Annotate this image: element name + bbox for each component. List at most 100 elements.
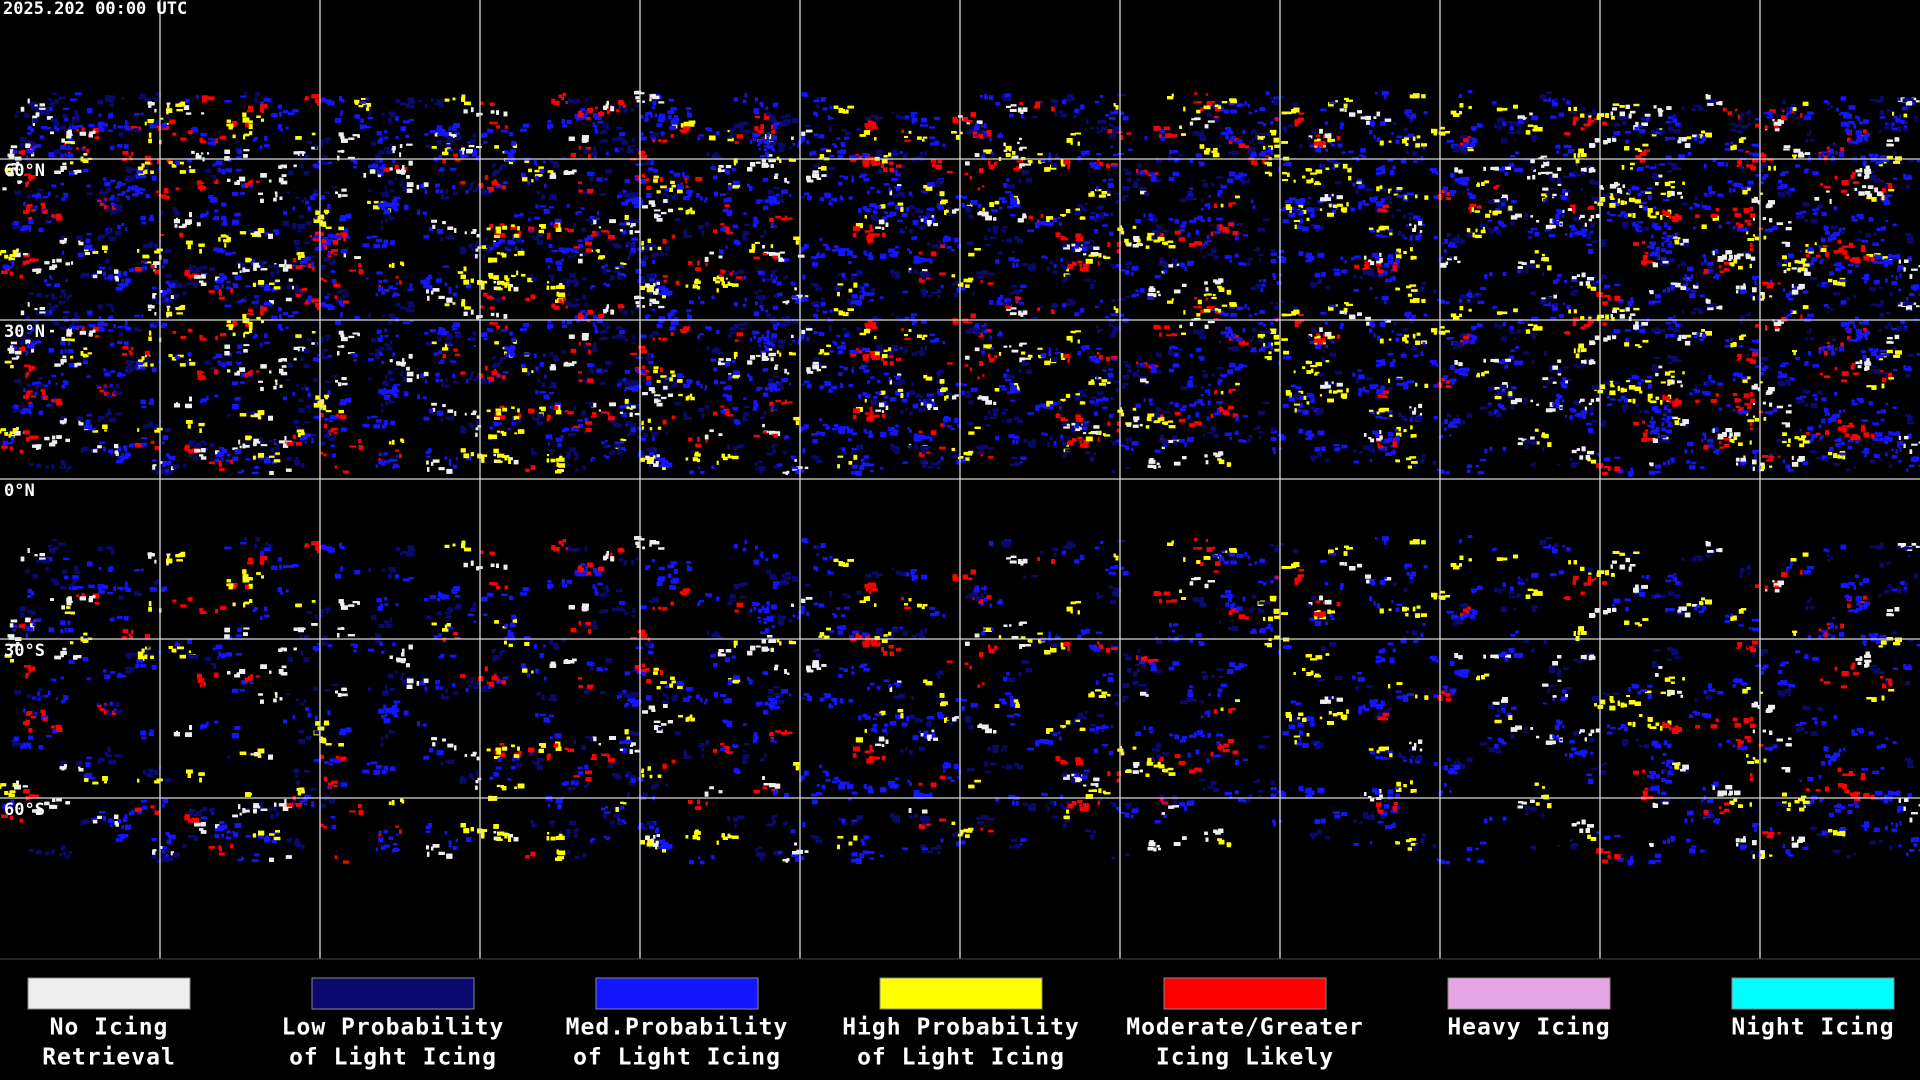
icing-pixel xyxy=(727,270,730,276)
icing-pixel xyxy=(1089,126,1095,129)
icing-pixel xyxy=(1477,205,1482,209)
icing-pixel xyxy=(651,243,655,248)
icing-pixel xyxy=(200,132,208,137)
icing-pixel xyxy=(1910,285,1914,290)
icing-pixel xyxy=(685,180,688,184)
icing-pixel xyxy=(1519,118,1526,122)
icing-pixel xyxy=(1740,124,1748,129)
icing-pixel xyxy=(380,219,384,224)
icing-pixel xyxy=(1681,202,1688,206)
icing-pixel xyxy=(28,292,34,295)
icing-pixel xyxy=(1420,155,1424,161)
icing-pixel xyxy=(858,284,862,289)
icing-pixel xyxy=(1555,214,1560,219)
icing-pixel xyxy=(423,234,430,239)
icing-pixel xyxy=(1335,206,1338,210)
icing-pixel xyxy=(674,217,681,222)
icing-pixel xyxy=(1575,163,1578,166)
icing-pixel xyxy=(1593,181,1601,185)
icing-pixel xyxy=(1407,133,1414,138)
icing-pixel xyxy=(1517,115,1522,119)
icing-pixel xyxy=(807,195,812,201)
icing-pixel xyxy=(953,292,958,298)
icing-pixel xyxy=(1879,116,1886,119)
icing-pixel xyxy=(313,238,320,241)
icing-pixel xyxy=(1820,247,1827,253)
icing-pixel xyxy=(117,224,121,230)
icing-pixel xyxy=(1630,167,1633,170)
icing-pixel xyxy=(1735,108,1738,112)
icing-pixel xyxy=(365,277,369,280)
icing-pixel xyxy=(870,288,876,293)
icing-pixel xyxy=(708,135,716,141)
icing-pixel xyxy=(669,170,674,174)
icing-pixel xyxy=(314,246,321,251)
icing-pixel xyxy=(1422,146,1426,150)
icing-pixel xyxy=(1207,240,1212,243)
icing-pixel xyxy=(1286,172,1290,177)
icing-pixel xyxy=(660,131,665,136)
icing-pixel xyxy=(121,97,125,100)
icing-pixel xyxy=(225,252,232,256)
icing-pixel xyxy=(566,204,570,208)
icing-pixel xyxy=(723,270,727,273)
icing-pixel xyxy=(1334,181,1342,185)
icing-pixel xyxy=(1855,238,1862,242)
icing-pixel xyxy=(1255,132,1259,136)
icing-pixel xyxy=(1392,214,1395,219)
icing-pixel xyxy=(940,284,944,289)
icing-pixel xyxy=(673,172,681,177)
icing-pixel xyxy=(31,105,37,111)
icing-pixel xyxy=(1517,269,1521,274)
icing-pixel xyxy=(839,196,844,201)
icing-pixel xyxy=(1634,199,1641,204)
icing-pixel xyxy=(1682,277,1688,281)
icing-pixel xyxy=(162,258,168,264)
icing-pixel xyxy=(644,117,649,122)
icing-pixel xyxy=(362,124,367,129)
icing-pixel xyxy=(1469,208,1472,214)
icing-pixel xyxy=(1783,148,1790,151)
icing-pixel xyxy=(162,298,166,303)
icing-pixel xyxy=(1587,206,1595,210)
icing-pixel xyxy=(1496,117,1502,123)
icing-pixel xyxy=(1528,236,1532,239)
icing-pixel xyxy=(760,124,764,130)
icing-pixel xyxy=(1562,209,1565,213)
icing-pixel xyxy=(683,175,690,179)
icing-pixel xyxy=(505,278,510,282)
icing-pixel xyxy=(1604,239,1607,242)
icing-pixel xyxy=(1571,276,1577,280)
icing-pixel xyxy=(46,283,51,287)
icing-pixel xyxy=(1785,293,1791,298)
icing-pixel xyxy=(1589,179,1595,184)
icing-pixel xyxy=(1348,175,1352,181)
icing-pixel xyxy=(1899,115,1902,118)
icing-pixel xyxy=(148,195,151,198)
icing-pixel xyxy=(442,265,449,268)
icing-pixel xyxy=(1895,118,1901,123)
icing-pixel xyxy=(662,275,668,278)
icing-pixel xyxy=(1814,242,1817,246)
icing-pixel xyxy=(1548,233,1556,238)
icing-pixel xyxy=(937,160,942,164)
icing-pixel xyxy=(67,138,73,141)
icing-pixel xyxy=(1012,151,1016,155)
icing-pixel xyxy=(1759,153,1767,158)
icing-pixel xyxy=(1513,121,1520,125)
icing-pixel xyxy=(1333,162,1341,166)
icing-pixel xyxy=(1421,143,1427,147)
icing-pixel xyxy=(400,126,406,132)
icing-pixel xyxy=(1097,119,1101,124)
icing-pixel xyxy=(640,115,644,119)
icing-pixel xyxy=(980,129,984,134)
icing-pixel xyxy=(1332,209,1336,214)
icing-pixel xyxy=(1475,228,1478,233)
icing-pixel xyxy=(154,97,158,101)
icing-pixel xyxy=(1846,193,1850,196)
icing-pixel xyxy=(1326,158,1331,162)
icing-pixel xyxy=(1591,111,1596,115)
icing-pixel xyxy=(1017,218,1024,223)
